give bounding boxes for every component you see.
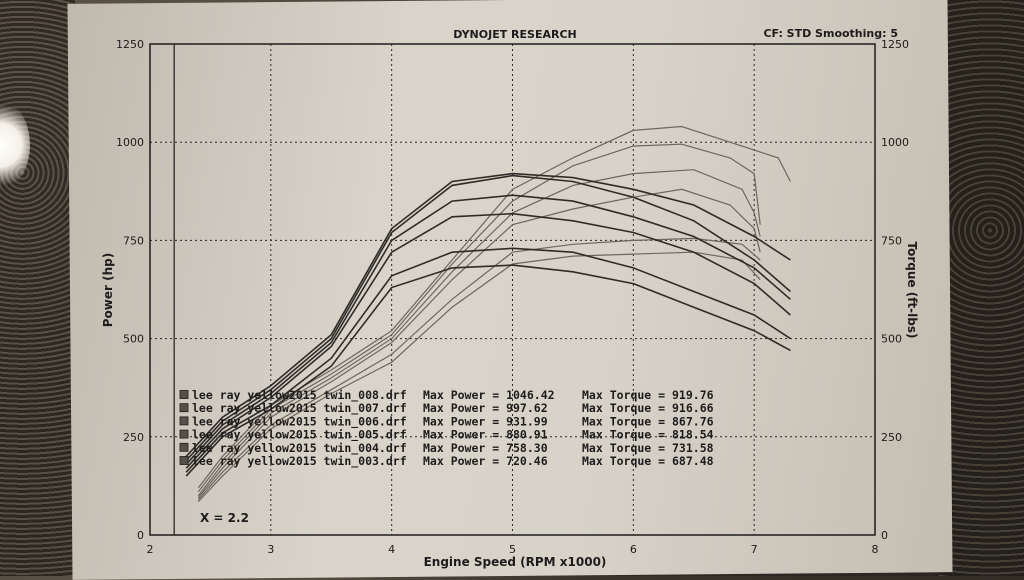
y-axis-label-right: Torque (ft-lbs) <box>905 242 919 339</box>
series-line-7 <box>185 172 791 457</box>
series-line-6 <box>197 251 761 503</box>
legend-max-torque: Max Torque = 919.76 <box>582 388 714 402</box>
y-tick-label-right: 1000 <box>881 136 909 149</box>
x-tick-label: 5 <box>509 543 516 556</box>
legend-max-power: Max Power = 880.91 <box>423 428 548 442</box>
y-tick-label-right: 750 <box>881 234 902 247</box>
legend-marker <box>179 429 189 439</box>
y-tick-label-right: 1250 <box>881 38 909 51</box>
y-axis-label-left: Power (hp) <box>101 253 115 327</box>
series-line-12 <box>185 264 791 477</box>
legend-max-power: Max Power = 997.62 <box>423 401 548 415</box>
legend-max-power: Max Power = 1046.42 <box>423 388 555 402</box>
x-tick-label: 8 <box>872 543 879 556</box>
y-tick-label-left: 500 <box>123 333 144 346</box>
legend-marker <box>179 416 189 426</box>
x-axis-label: Engine Speed (RPM x1000) <box>424 555 607 569</box>
countertop-right <box>939 0 1024 576</box>
legend-max-power: Max Power = 720.46 <box>423 454 548 468</box>
curves <box>185 125 791 503</box>
legend-max-torque: Max Torque = 818.54 <box>582 428 714 442</box>
x-annotation: X = 2.2 <box>200 511 249 525</box>
legend-max-torque: Max Torque = 731.58 <box>582 441 714 455</box>
series-line-9 <box>185 194 791 465</box>
x-tick-label: 6 <box>630 543 637 556</box>
legend-name: lee ray yellow2015 twin_003.drf <box>192 454 407 469</box>
chart-info: CF: STD Smoothing: 5 <box>763 27 898 40</box>
legend-max-torque: Max Torque = 867.76 <box>582 414 714 428</box>
legend-marker <box>179 456 189 465</box>
series-line-11 <box>185 247 791 473</box>
legend-max-torque: Max Torque = 687.48 <box>582 454 714 468</box>
y-tick-label-right: 250 <box>881 431 902 444</box>
series-line-4 <box>197 188 761 499</box>
series-line-1 <box>197 125 791 489</box>
x-tick-label: 4 <box>388 543 395 556</box>
plot-frame <box>149 43 876 536</box>
y-tick-label-left: 0 <box>137 529 144 542</box>
legend-max-power: Max Power = 758.30 <box>423 441 548 455</box>
series-line-10 <box>185 212 791 469</box>
legend-name: lee ray yellow2015 twin_004.drf <box>192 441 407 456</box>
x-tick-label: 3 <box>267 543 274 556</box>
y-tick-label-left: 250 <box>123 431 144 444</box>
countertop-left <box>0 0 75 576</box>
legend-max-torque: Max Torque = 916.66 <box>582 401 714 415</box>
y-tick-label-left: 750 <box>123 234 144 247</box>
legend: lee ray yellow2015 twin_008.drf Max Power… <box>179 388 714 469</box>
chart-title: DYNOJET RESEARCH <box>453 28 576 41</box>
x-tick-label: 7 <box>751 543 758 556</box>
series-line-5 <box>197 237 761 500</box>
y-tick-label-left: 1000 <box>116 136 144 149</box>
grid <box>150 44 875 535</box>
series-line-8 <box>185 174 791 461</box>
legend-marker <box>179 442 189 452</box>
y-tick-label-right: 0 <box>881 529 888 542</box>
y-tick-label-left: 1250 <box>116 38 144 51</box>
legend-name: lee ray yellow2015 twin_005.drf <box>192 428 407 443</box>
legend-marker <box>179 390 189 399</box>
legend-name: lee ray yellow2015 twin_007.drf <box>192 401 407 416</box>
legend-max-power: Max Power = 931.99 <box>423 414 548 428</box>
legend-marker <box>179 403 189 413</box>
x-tick-label: 2 <box>147 543 154 556</box>
legend-name: lee ray yellow2015 twin_008.drf <box>192 388 407 403</box>
legend-name: lee ray yellow2015 twin_006.drf <box>192 414 407 429</box>
y-tick-label-right: 500 <box>881 333 902 346</box>
ticks: 2 3 4 5 6 7 8025050075010001250025050075010001… <box>116 38 909 556</box>
